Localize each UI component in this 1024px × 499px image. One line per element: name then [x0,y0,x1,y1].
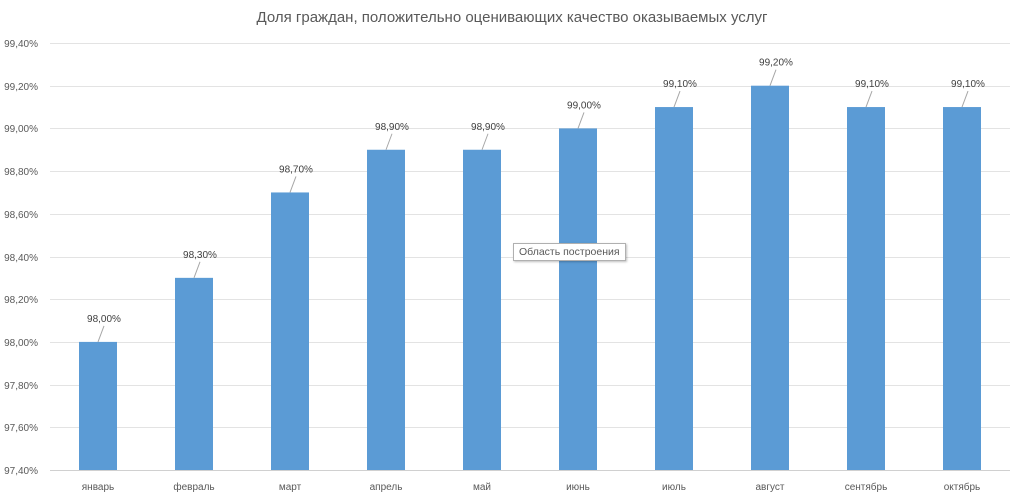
data-label: 99,00% [567,100,601,111]
label-leader-line [769,69,777,86]
label-leader-line [961,90,969,108]
label-leader-line [865,90,873,108]
label-leader-line [289,176,297,193]
bar[interactable] [79,341,117,470]
bar[interactable] [655,107,693,471]
data-label: 99,10% [855,79,889,90]
x-tick-label: май [473,482,491,493]
data-label: 98,30% [183,250,217,261]
data-label: 99,10% [951,79,985,90]
plot-area-tooltip: Область построения [513,243,626,261]
bar-май[interactable]: 98,90% [463,122,505,470]
bars: 98,00% 98,30% 98,70% 98,90% 98,90% 99,00% 99,1… [79,58,985,471]
bar-октябрь[interactable]: 99,10% [943,79,985,471]
y-tick-label: 98,40% [4,253,38,264]
label-leader-line [673,90,681,108]
bar[interactable] [463,149,501,470]
data-label: 98,90% [375,122,409,133]
bar[interactable] [847,107,885,471]
chart-title: Доля граждан, положительно оценивающих к… [256,9,768,26]
label-leader-line [385,133,393,150]
bar[interactable] [559,128,597,470]
y-tick-label: 98,00% [4,338,38,349]
bar[interactable] [175,277,213,470]
bar-январь[interactable]: 98,00% [79,314,121,470]
x-tick-label: март [279,482,302,493]
data-label: 99,10% [663,79,697,90]
y-tick-label: 98,60% [4,210,38,221]
bar[interactable] [943,107,981,471]
bar-сентябрь[interactable]: 99,10% [847,79,889,471]
x-tick-label: январь [82,482,114,493]
bar-март[interactable]: 98,70% [271,164,313,470]
label-leader-line [577,112,585,129]
x-tick-label: июль [662,482,686,493]
data-label: 98,90% [471,122,505,133]
x-tick-label: февраль [173,481,214,493]
y-tick-label: 97,60% [4,423,38,434]
y-tick-label: 99,00% [4,124,38,135]
label-leader-line [193,261,201,279]
bar-август[interactable]: 99,20% [751,58,793,470]
x-axis-labels: январь февраль март апрель май июнь июль август… [82,481,981,493]
y-tick-label: 98,20% [4,295,38,306]
y-tick-label: 99,20% [4,82,38,93]
bar-июнь[interactable]: 99,00% [559,100,601,470]
bar[interactable] [271,192,309,470]
bar[interactable] [367,149,405,470]
bar-июль[interactable]: 99,10% [655,79,697,471]
label-leader-line [97,325,105,343]
y-tick-label: 97,40% [4,466,38,477]
bar-февраль[interactable]: 98,30% [175,250,217,470]
bar[interactable] [751,85,789,470]
y-tick-label: 99,40% [4,39,38,50]
data-label: 98,70% [279,164,313,175]
x-tick-label: сентябрь [845,481,888,493]
bar-апрель[interactable]: 98,90% [367,122,409,470]
x-tick-label: июнь [566,482,590,493]
data-label: 98,00% [87,314,121,325]
y-tick-label: 97,80% [4,381,38,392]
y-axis-labels: 97,40% 97,60% 97,80% 98,00% 98,20% 98,40% 98,6… [4,39,38,477]
x-tick-label: апрель [370,482,403,493]
data-label: 99,20% [759,58,793,69]
y-tick-label: 98,80% [4,167,38,178]
x-tick-label: октябрь [944,481,981,493]
label-leader-line [481,133,489,150]
x-tick-label: август [756,482,785,493]
